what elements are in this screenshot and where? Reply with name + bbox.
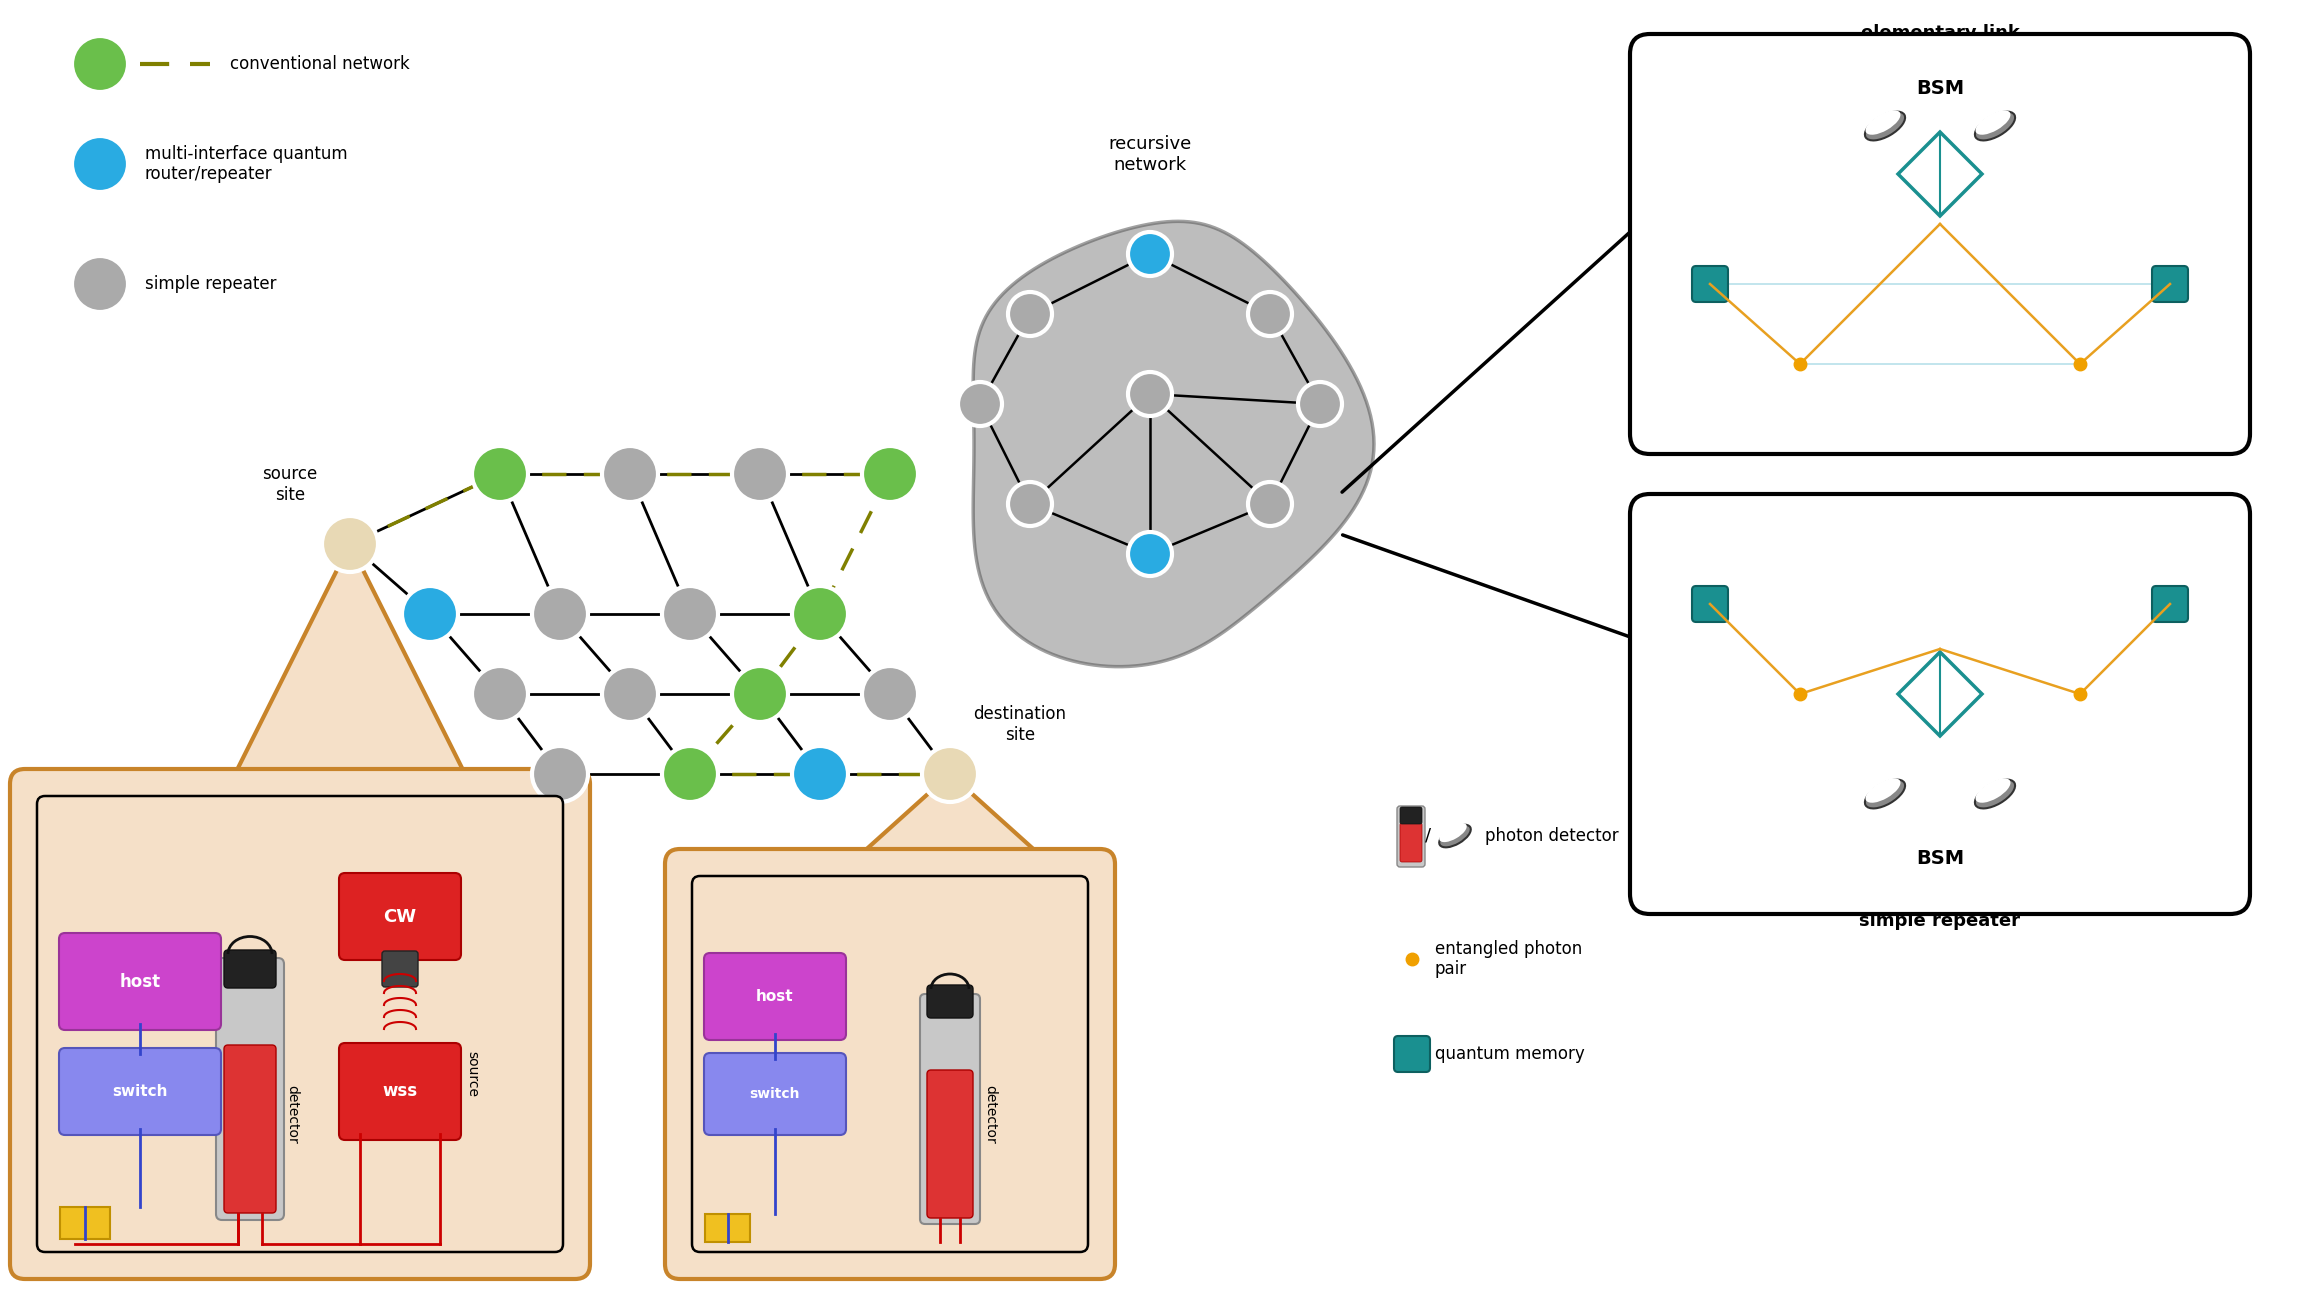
FancyBboxPatch shape [9, 769, 590, 1278]
FancyBboxPatch shape [2152, 586, 2189, 622]
Ellipse shape [1866, 110, 1901, 135]
Bar [60, 1207, 111, 1238]
Circle shape [862, 446, 917, 502]
Ellipse shape [1975, 111, 2016, 141]
FancyBboxPatch shape [382, 951, 417, 987]
FancyBboxPatch shape [223, 1046, 276, 1212]
Circle shape [1129, 232, 1173, 276]
FancyBboxPatch shape [691, 876, 1087, 1253]
Ellipse shape [1864, 111, 1905, 141]
Circle shape [472, 446, 528, 502]
FancyBboxPatch shape [919, 994, 979, 1224]
Ellipse shape [1975, 778, 2011, 802]
Text: entangled photon
pair: entangled photon pair [1435, 939, 1583, 978]
Circle shape [1009, 481, 1053, 525]
FancyBboxPatch shape [339, 1043, 461, 1140]
Text: simple repeater: simple repeater [145, 276, 276, 292]
Circle shape [1249, 292, 1293, 336]
Text: quantum memory: quantum memory [1435, 1046, 1585, 1062]
FancyBboxPatch shape [2152, 267, 2189, 302]
FancyBboxPatch shape [223, 950, 276, 989]
Text: CW: CW [382, 907, 417, 925]
FancyBboxPatch shape [1691, 586, 1728, 622]
FancyBboxPatch shape [60, 933, 221, 1030]
Text: source: source [465, 1051, 479, 1097]
Text: /: / [1424, 827, 1431, 845]
FancyBboxPatch shape [1401, 807, 1422, 824]
Text: wss: wss [382, 1083, 417, 1100]
Polygon shape [972, 221, 1373, 666]
FancyBboxPatch shape [1401, 823, 1422, 862]
Circle shape [71, 36, 129, 92]
Text: source
site: source site [263, 466, 318, 503]
FancyBboxPatch shape [705, 1053, 846, 1135]
Text: detector: detector [984, 1084, 998, 1144]
Circle shape [1129, 371, 1173, 415]
Circle shape [1009, 292, 1053, 336]
FancyBboxPatch shape [1629, 494, 2251, 914]
Circle shape [601, 666, 659, 722]
Text: switch: switch [113, 1084, 168, 1099]
Ellipse shape [1975, 779, 2016, 809]
FancyBboxPatch shape [1394, 1036, 1431, 1071]
FancyBboxPatch shape [705, 952, 846, 1040]
Circle shape [401, 586, 458, 642]
Ellipse shape [1440, 824, 1470, 848]
Text: detector: detector [286, 1084, 300, 1144]
Text: conventional network: conventional network [230, 56, 410, 72]
Ellipse shape [1864, 779, 1905, 809]
Circle shape [733, 666, 788, 722]
Circle shape [862, 666, 917, 722]
Circle shape [601, 446, 659, 502]
Circle shape [793, 586, 848, 642]
FancyBboxPatch shape [926, 1070, 972, 1218]
FancyBboxPatch shape [1691, 267, 1728, 302]
Text: photon detector: photon detector [1486, 827, 1620, 845]
Circle shape [71, 256, 129, 312]
FancyBboxPatch shape [339, 873, 461, 960]
FancyBboxPatch shape [926, 985, 972, 1018]
FancyBboxPatch shape [37, 796, 562, 1253]
Text: elementary link: elementary link [1862, 25, 2018, 41]
Circle shape [472, 666, 528, 722]
Ellipse shape [1866, 778, 1901, 802]
Circle shape [793, 747, 848, 802]
Text: multi-interface quantum
router/repeater: multi-interface quantum router/repeater [145, 145, 348, 184]
FancyBboxPatch shape [1629, 34, 2251, 454]
Circle shape [958, 382, 1002, 426]
Text: simple repeater: simple repeater [1859, 912, 2021, 930]
Ellipse shape [1440, 823, 1468, 842]
Text: destination
site: destination site [975, 705, 1067, 744]
Circle shape [323, 516, 378, 572]
Circle shape [733, 446, 788, 502]
FancyBboxPatch shape [217, 958, 283, 1220]
Circle shape [661, 586, 719, 642]
Text: host: host [756, 989, 795, 1004]
Text: switch: switch [749, 1087, 799, 1101]
Circle shape [532, 747, 588, 802]
Ellipse shape [1975, 110, 2011, 135]
Circle shape [71, 136, 129, 192]
FancyBboxPatch shape [60, 1048, 221, 1135]
Circle shape [1249, 481, 1293, 525]
Polygon shape [850, 774, 1051, 864]
Bar [705, 1214, 751, 1242]
FancyBboxPatch shape [666, 849, 1115, 1278]
Circle shape [1297, 382, 1341, 426]
Circle shape [532, 586, 588, 642]
Polygon shape [230, 543, 470, 784]
Text: host: host [120, 973, 161, 991]
Text: recursive
network: recursive network [1108, 135, 1191, 173]
Circle shape [661, 747, 719, 802]
Text: BSM: BSM [1917, 79, 1963, 98]
FancyBboxPatch shape [1396, 806, 1424, 867]
Text: BSM: BSM [1917, 849, 1963, 868]
Circle shape [922, 747, 977, 802]
Circle shape [1129, 532, 1173, 576]
